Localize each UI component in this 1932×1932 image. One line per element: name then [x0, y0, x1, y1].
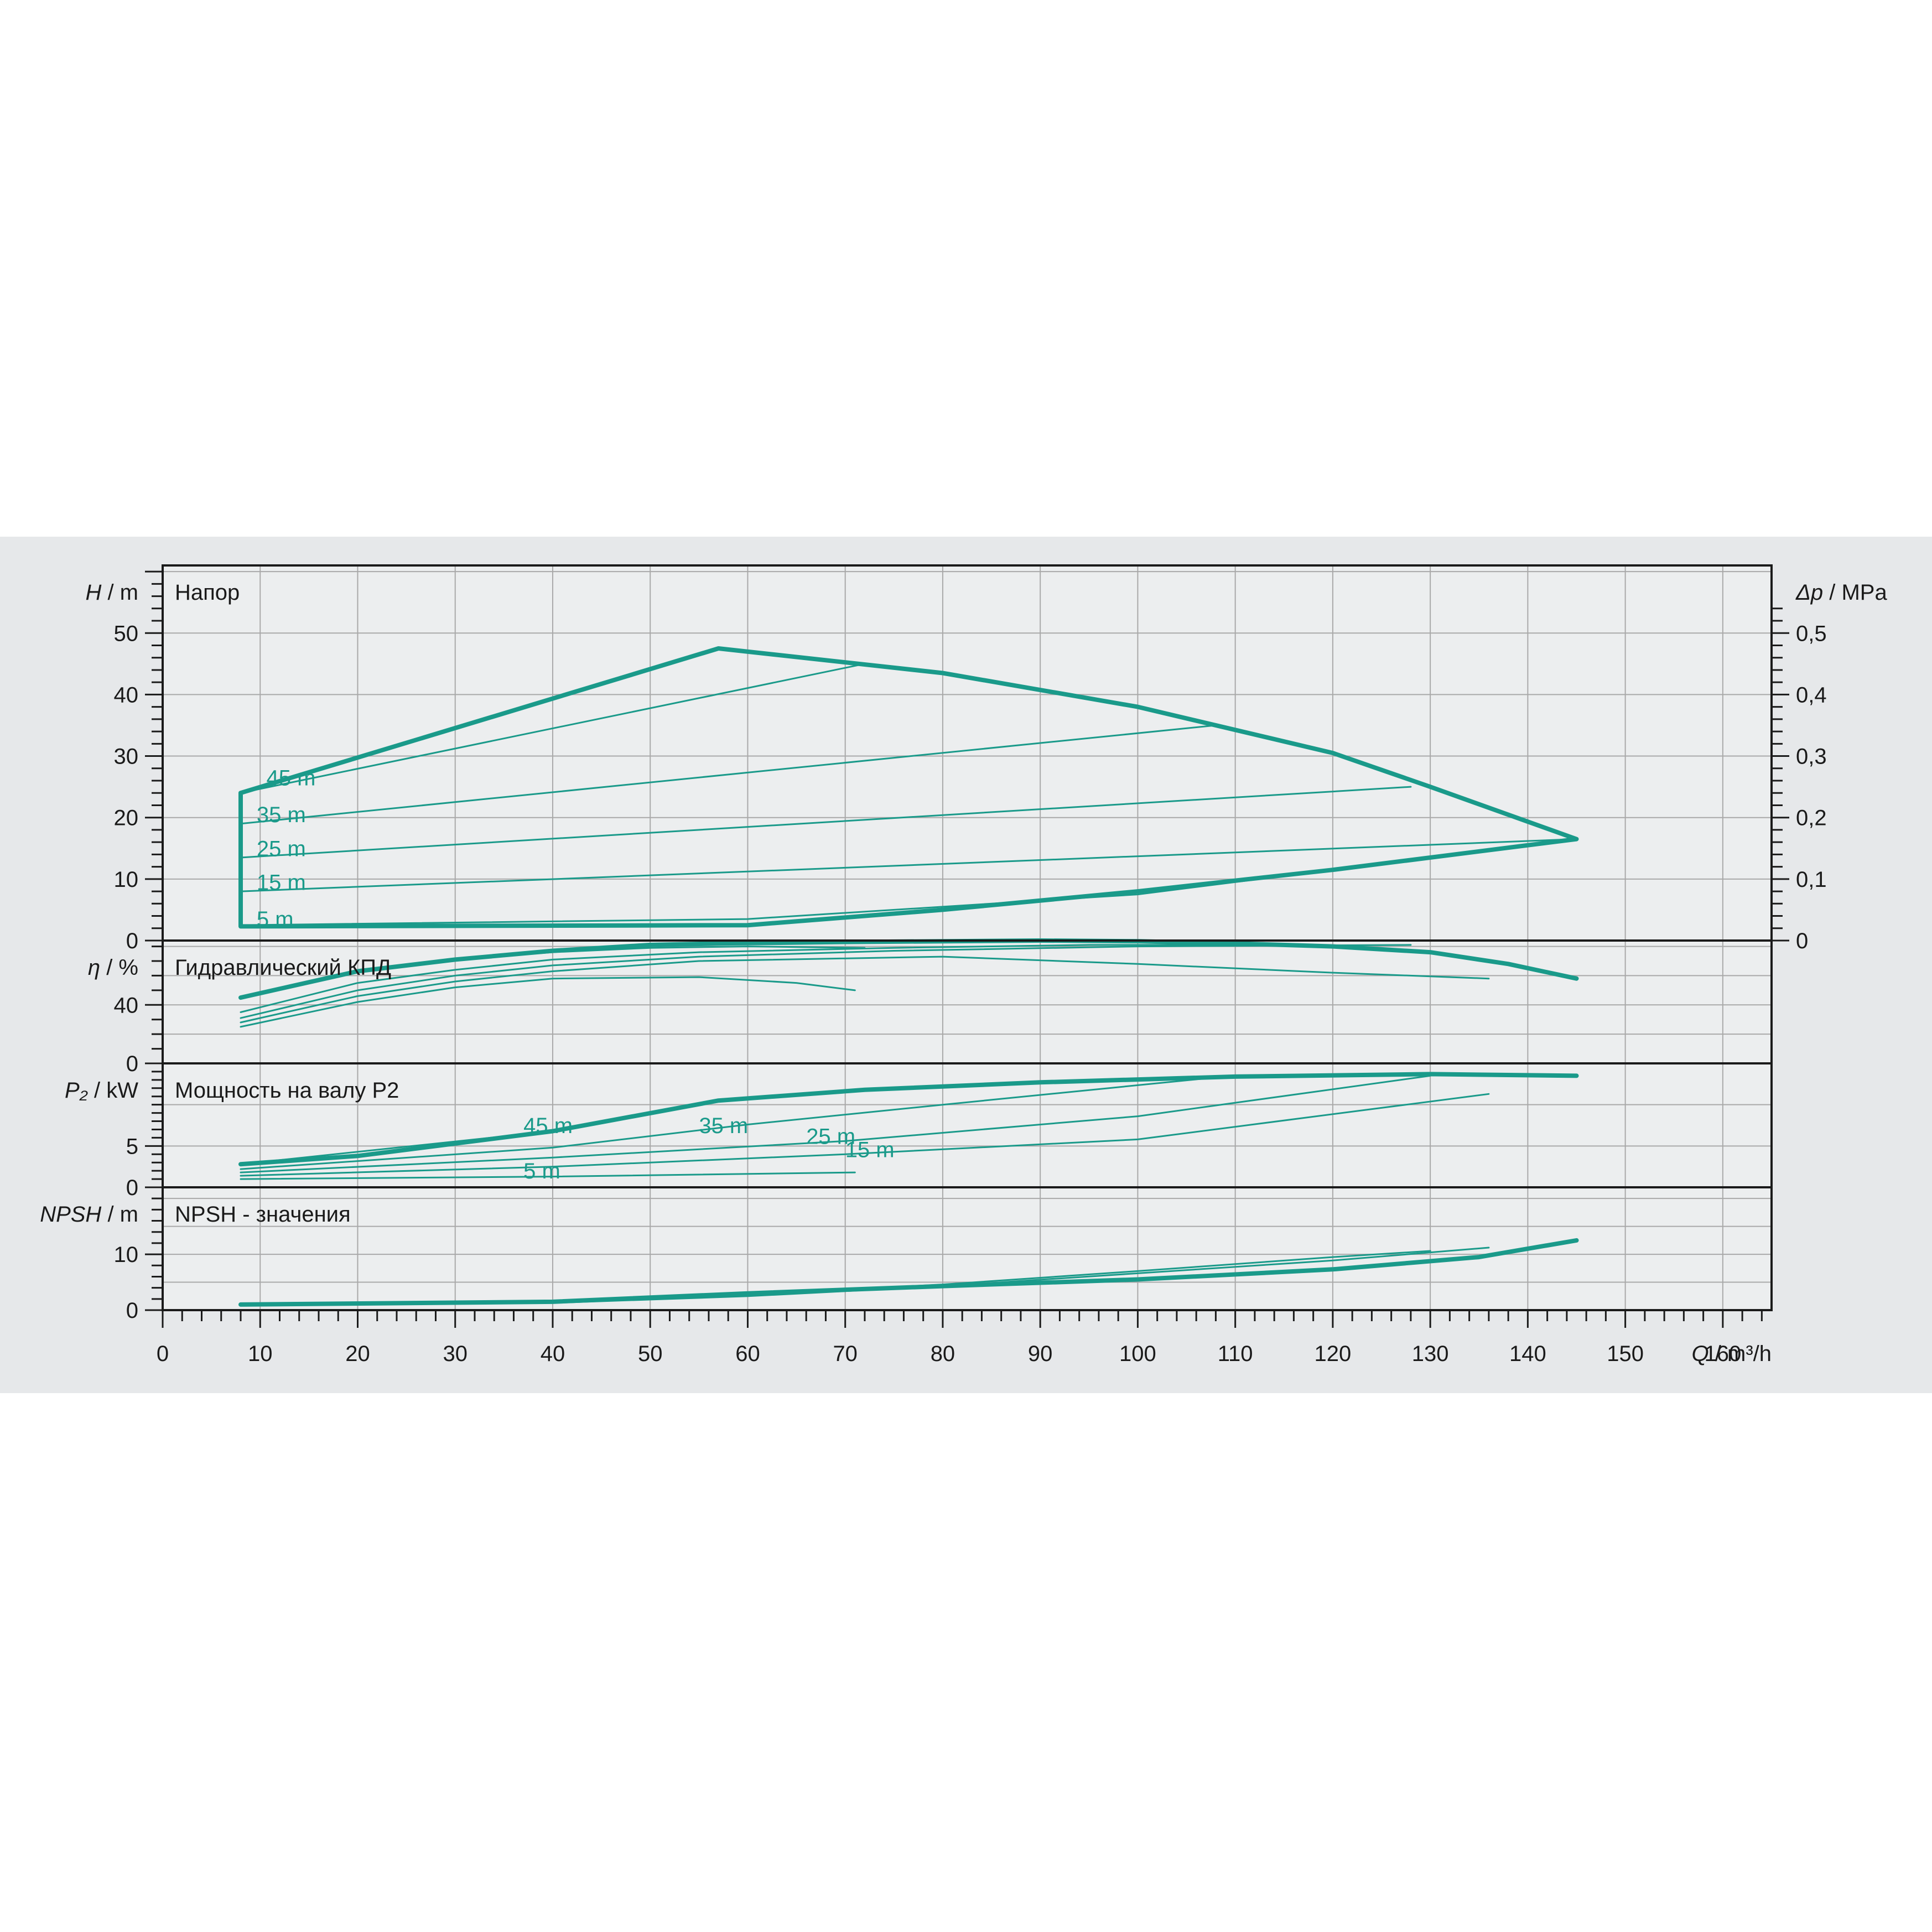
y-axis-unit-efficiency: % — [118, 955, 138, 980]
panel-title-power: Мощность на валу P2 — [175, 1078, 399, 1103]
y-tick-label-head-50: 50 — [114, 621, 139, 646]
series-power-3 — [240, 1093, 1490, 1177]
curve-label-head-0: 45 m — [266, 766, 315, 790]
y-tick-label-head-10: 10 — [114, 868, 139, 892]
x-tick-label-90: 90 — [1028, 1342, 1053, 1366]
curve-label-head-3: 15 m — [257, 870, 306, 895]
y-tick-label-head-30: 30 — [114, 745, 139, 769]
x-axis-unit: m³/h — [1727, 1342, 1772, 1366]
x-tick-label-120: 120 — [1315, 1342, 1352, 1366]
y-axis-var-head: H — [85, 580, 101, 605]
right-axis-label: Δp / MPa — [1795, 580, 1887, 605]
x-tick-label-0: 0 — [157, 1342, 169, 1366]
y-tick-label-efficiency-0: 0 — [126, 1052, 138, 1076]
y-axis-sep-head: / — [101, 580, 120, 605]
y-axis-sep-power: / — [88, 1078, 106, 1103]
series-efficiency-2 — [240, 944, 1412, 1019]
panel-title-npsh: NPSH - значения — [175, 1202, 351, 1227]
x-tick-label-130: 130 — [1412, 1342, 1449, 1366]
series-head-2 — [240, 786, 1412, 859]
x-tick-label-30: 30 — [443, 1342, 468, 1366]
y-tick-label-power-5: 5 — [126, 1134, 138, 1159]
y-axis-var-efficiency: η — [88, 955, 100, 980]
axis-ticks — [145, 570, 1789, 1328]
right-tick-label-0,1: 0,1 — [1796, 868, 1827, 892]
y-axis-unit-npsh: m — [120, 1202, 138, 1227]
x-tick-label-70: 70 — [833, 1342, 858, 1366]
y-axis-sep-npsh: / — [101, 1202, 120, 1227]
curve-label-head-1: 35 m — [257, 803, 306, 827]
y-tick-label-head-40: 40 — [114, 683, 139, 707]
series-efficiency-1 — [240, 944, 1217, 1013]
curve-label-power-1: 35 m — [699, 1114, 748, 1138]
plot-area-background — [163, 565, 1772, 1310]
curve-label-power-0: 45 m — [523, 1114, 573, 1138]
plot-frame — [162, 564, 1773, 1311]
right-axis-var: Δp — [1795, 580, 1823, 605]
x-tick-label-100: 100 — [1119, 1342, 1156, 1366]
series-power-5 — [238, 1072, 1579, 1167]
y-axis-unit-head: m — [120, 580, 138, 605]
x-tick-label-10: 10 — [248, 1342, 273, 1366]
curve-label-head-4: 5 m — [257, 907, 294, 932]
x-tick-label-60: 60 — [735, 1342, 760, 1366]
y-tick-label-head-0: 0 — [126, 929, 138, 953]
series-efficiency-3 — [240, 955, 1490, 1024]
x-tick-label-80: 80 — [931, 1342, 955, 1366]
curve-label-power-4: 5 m — [523, 1159, 560, 1183]
right-tick-label-0,4: 0,4 — [1796, 683, 1827, 707]
x-tick-label-150: 150 — [1607, 1342, 1644, 1366]
curve-label-power-2: 25 m — [806, 1124, 855, 1149]
series-head-3 — [240, 838, 1577, 892]
plot-border — [162, 564, 1773, 1311]
x-axis-sep: / — [1709, 1342, 1727, 1366]
y-axis-var-power: P₂ — [65, 1078, 88, 1103]
right-tick-label-0,2: 0,2 — [1796, 806, 1827, 830]
y-axis-label-power: P₂ / kW — [65, 1078, 138, 1103]
x-tick-label-140: 140 — [1509, 1342, 1546, 1366]
series-head-1 — [240, 724, 1217, 825]
x-axis-label: Q / m³/h — [1692, 1342, 1772, 1366]
series-power-1 — [240, 1076, 1217, 1170]
right-tick-label-0,3: 0,3 — [1796, 745, 1827, 769]
right-axis-sep: / — [1823, 580, 1841, 605]
x-tick-label-50: 50 — [638, 1342, 663, 1366]
curve-label-head-2: 25 m — [257, 837, 306, 861]
y-tick-label-efficiency-40: 40 — [114, 993, 139, 1017]
series-power-2 — [240, 1074, 1431, 1173]
y-axis-unit-power: kW — [106, 1078, 138, 1103]
right-tick-label-0,5: 0,5 — [1796, 621, 1827, 646]
right-axis-unit: MPa — [1841, 580, 1887, 605]
series-layer — [238, 646, 1579, 1307]
series-npsh-2 — [238, 1238, 1579, 1307]
x-tick-label-110: 110 — [1218, 1342, 1253, 1366]
y-axis-label-head: H / m — [85, 580, 138, 605]
curve-label-power-3: 15 m — [845, 1138, 895, 1162]
right-tick-label-0: 0 — [1796, 929, 1808, 953]
x-tick-label-160: 160 — [1705, 1342, 1742, 1366]
y-tick-label-head-20: 20 — [114, 806, 139, 830]
series-power-4 — [240, 1171, 856, 1180]
x-tick-label-20: 20 — [345, 1342, 370, 1366]
x-axis-var: Q — [1692, 1342, 1709, 1366]
series-head-0 — [240, 663, 866, 794]
panel-title-efficiency: Гидравлический КПД — [175, 955, 391, 980]
y-axis-label-efficiency: η / % — [88, 955, 138, 980]
x-tick-label-40: 40 — [541, 1342, 565, 1366]
y-axis-var-npsh: NPSH — [40, 1202, 101, 1227]
y-axis-label-npsh: NPSH / m — [40, 1202, 138, 1227]
series-efficiency-4 — [240, 976, 856, 1028]
panel-title-head: Напор — [175, 580, 240, 605]
y-tick-label-npsh-0: 0 — [126, 1299, 138, 1323]
series-head-5 — [238, 646, 1579, 929]
y-axis-sep-efficiency: / — [100, 955, 118, 980]
y-tick-label-npsh-10: 10 — [114, 1243, 139, 1267]
axis-labels: 0 10 20 30 40 50 60 70 80 90 100 110 120 130 140 150 160… — [40, 580, 1887, 1366]
y-tick-label-power-0: 0 — [126, 1176, 138, 1200]
